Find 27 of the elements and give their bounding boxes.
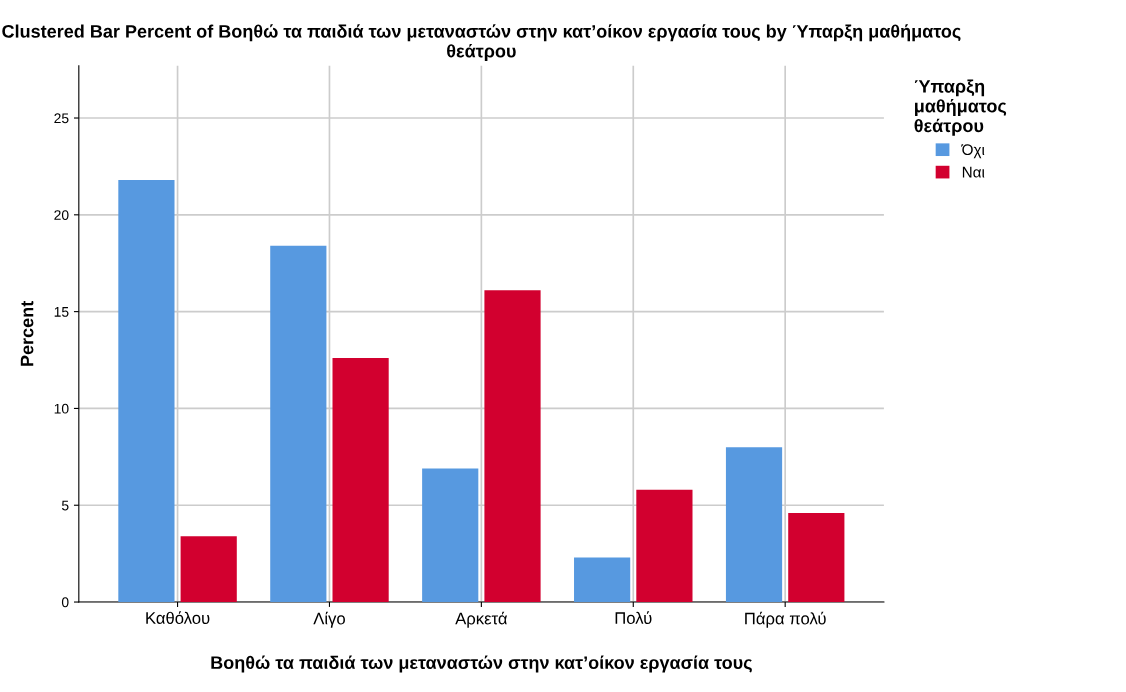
bar — [725, 447, 783, 603]
y-tick-label: 25 — [54, 113, 69, 124]
bar — [180, 536, 237, 603]
chart-title: Clustered Bar Percent of Βοηθώ τα παιδιά των μεταναστών στην κατ’οίκον εργασία τους by Ύπαρξη μαθήματος θεάτρου — [2, 24, 961, 62]
bar — [422, 468, 479, 603]
x-tick-label: Αρκετά — [455, 611, 508, 628]
legend-title: Ύπαρξη μαθήματος θεάτρου — [914, 79, 1007, 136]
y-tick-label: 0 — [61, 597, 69, 608]
y-axis-title: Percent — [20, 300, 34, 366]
bar — [270, 245, 327, 603]
y-tick-label: 5 — [61, 500, 69, 511]
bar — [118, 179, 175, 603]
x-tick-label: Καθόλου — [146, 611, 210, 624]
y-tick-label: 10 — [54, 403, 69, 414]
bar — [788, 512, 845, 603]
bar — [574, 557, 631, 603]
x-axis-title: Βοηθώ τα παιδιά των μεταναστών στην κατ’οίκον εργασία τους — [211, 655, 752, 673]
bar — [332, 358, 389, 603]
x-tick-label: Λίγο — [313, 611, 345, 628]
legend-label: Ναι — [962, 166, 985, 178]
y-tick-label: 15 — [54, 307, 69, 317]
legend-label: Όχι — [961, 144, 985, 159]
bar — [636, 489, 693, 603]
x-tick-label: Πολύ — [615, 611, 652, 624]
y-tick-label: 20 — [54, 210, 69, 220]
bar — [484, 290, 541, 603]
x-tick-label: Πάρα πολύ — [745, 611, 826, 628]
